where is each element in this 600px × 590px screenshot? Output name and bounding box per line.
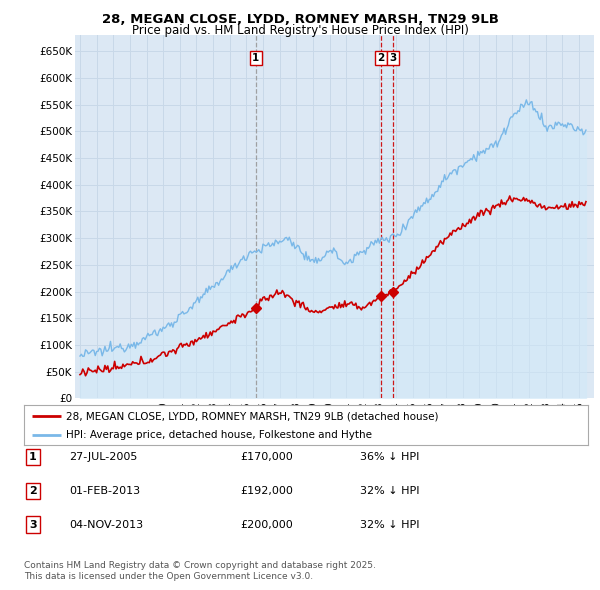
Text: 32% ↓ HPI: 32% ↓ HPI [360, 486, 419, 496]
Text: 28, MEGAN CLOSE, LYDD, ROMNEY MARSH, TN29 9LB: 28, MEGAN CLOSE, LYDD, ROMNEY MARSH, TN2… [101, 13, 499, 26]
Text: 3: 3 [29, 520, 37, 529]
Text: 1: 1 [252, 53, 259, 63]
Text: 36% ↓ HPI: 36% ↓ HPI [360, 453, 419, 462]
Text: 28, MEGAN CLOSE, LYDD, ROMNEY MARSH, TN29 9LB (detached house): 28, MEGAN CLOSE, LYDD, ROMNEY MARSH, TN2… [66, 411, 439, 421]
Text: £192,000: £192,000 [240, 486, 293, 496]
Text: £170,000: £170,000 [240, 453, 293, 462]
Text: This data is licensed under the Open Government Licence v3.0.: This data is licensed under the Open Gov… [24, 572, 313, 581]
Text: 32% ↓ HPI: 32% ↓ HPI [360, 520, 419, 529]
Text: Price paid vs. HM Land Registry's House Price Index (HPI): Price paid vs. HM Land Registry's House … [131, 24, 469, 37]
Text: 04-NOV-2013: 04-NOV-2013 [69, 520, 143, 529]
Text: HPI: Average price, detached house, Folkestone and Hythe: HPI: Average price, detached house, Folk… [66, 430, 372, 440]
Text: Contains HM Land Registry data © Crown copyright and database right 2025.: Contains HM Land Registry data © Crown c… [24, 561, 376, 570]
Text: £200,000: £200,000 [240, 520, 293, 529]
Text: 1: 1 [29, 453, 37, 462]
Text: 2: 2 [377, 53, 385, 63]
Text: 3: 3 [390, 53, 397, 63]
Text: 01-FEB-2013: 01-FEB-2013 [69, 486, 140, 496]
Text: 27-JUL-2005: 27-JUL-2005 [69, 453, 137, 462]
Text: 2: 2 [29, 486, 37, 496]
